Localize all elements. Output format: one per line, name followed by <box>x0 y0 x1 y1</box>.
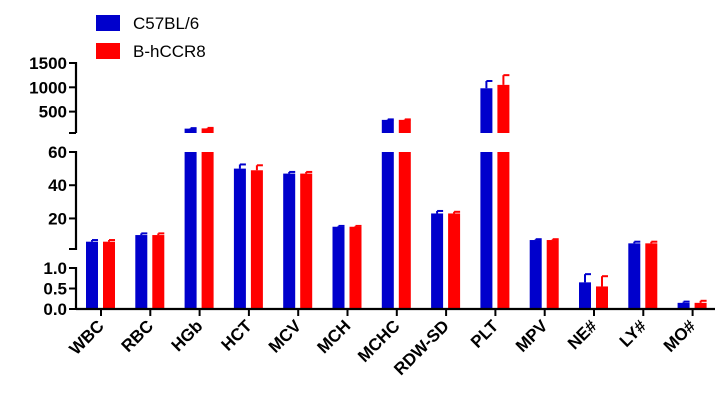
legend: C57BL/6 B-hCCR8 <box>96 14 206 61</box>
y-tick-label-1-1: 40 <box>48 176 67 195</box>
bar-HCT-0 <box>233 168 246 309</box>
bar-WBC-0 <box>86 241 98 309</box>
error-bar-MCV-0 <box>288 170 296 174</box>
error-bar-RDW-SD-1 <box>453 210 461 214</box>
error-bar-MCH-0 <box>337 224 345 227</box>
error-bar-WBC-0 <box>91 239 98 242</box>
bar-WBC-1 <box>103 241 115 309</box>
error-bar-LY#-1 <box>650 240 658 244</box>
error-bar-LY#-0 <box>633 240 641 244</box>
y-tick-label-0-1: 0.5 <box>43 280 67 299</box>
legend-label-0: C57BL/6 <box>133 14 199 33</box>
bar-MO#-1 <box>694 302 707 309</box>
y-axis: 0.00.5 1.0 20 40 60 500 1000 1500 <box>29 54 82 319</box>
bar-HCT-1 <box>250 170 263 309</box>
y-tick-label-2-0: 500 <box>39 103 67 122</box>
bar-MO#-0 <box>677 302 690 309</box>
bar-HGb-0 <box>184 128 197 309</box>
x-tick-label-RBC: RBC <box>118 316 157 355</box>
bar-RBC-0 <box>135 235 148 309</box>
bar-NE#-1 <box>596 286 608 309</box>
bar-MPV-1 <box>546 240 559 309</box>
bar-MPV-0 <box>529 240 542 309</box>
error-bar-HCT-0 <box>238 163 246 169</box>
bar-PLT-0 <box>480 88 493 309</box>
error-bar-MO#-1 <box>699 299 707 303</box>
y-tick-label-0-2: 1.0 <box>43 259 67 278</box>
y-tick-label-1-0: 20 <box>48 209 67 228</box>
bar-RDW-SD-1 <box>448 213 461 309</box>
y-tick-label-2-2: 1500 <box>29 54 67 73</box>
x-tick-label-PLT: PLT <box>467 316 503 352</box>
error-bar-WBC-1 <box>108 239 115 242</box>
y-tick-label-1-2: 60 <box>48 143 67 162</box>
x-tick-label-NE#: NE# <box>564 316 601 353</box>
bar-HGb-1 <box>201 128 214 309</box>
x-tick-label-LY#: LY# <box>616 316 651 351</box>
bar-RBC-1 <box>152 235 165 309</box>
error-bar-MCV-1 <box>305 170 313 174</box>
x-tick-label-MPV: MPV <box>512 316 552 356</box>
bar-MCH-1 <box>349 226 362 309</box>
bar-MCH-0 <box>332 226 345 309</box>
x-tick-label-MO#: MO# <box>660 316 700 356</box>
bar-RDW-SD-0 <box>431 213 444 309</box>
bar-MCHC-1 <box>398 119 411 309</box>
bar-PLT-1 <box>497 84 510 309</box>
error-bar-MCH-1 <box>354 224 362 227</box>
x-tick-label-MCH: MCH <box>314 316 355 357</box>
error-bar-RDW-SD-0 <box>436 209 444 214</box>
error-bar-RBC-0 <box>140 232 148 236</box>
error-bar-RBC-1 <box>157 232 165 236</box>
error-bar-MO#-0 <box>682 300 690 303</box>
y-tick-label-2-1: 1000 <box>29 78 67 97</box>
bar-NE#-0 <box>579 282 591 309</box>
x-tick-label-HCT: HCT <box>218 316 257 355</box>
error-bar-HCT-1 <box>255 164 263 171</box>
y-tick-label-0-0: 0.0 <box>43 300 67 319</box>
error-bar-PLT-0 <box>485 79 493 89</box>
legend-label-1: B-hCCR8 <box>133 42 206 61</box>
bar-MCV-0 <box>283 173 296 309</box>
bar-MCHC-0 <box>381 119 394 309</box>
bar-LY#-0 <box>628 243 641 309</box>
legend-item-0: C57BL/6 <box>96 14 199 33</box>
bars-layer <box>86 74 707 309</box>
error-bar-MPV-1 <box>551 238 559 241</box>
x-tick-label-WBC: WBC <box>66 316 108 358</box>
error-bar-NE#-1 <box>601 275 608 287</box>
error-bar-PLT-1 <box>502 74 510 85</box>
legend-swatch-1 <box>96 43 120 59</box>
x-tick-label-MCV: MCV <box>265 316 306 357</box>
bar-LY#-1 <box>645 243 658 309</box>
x-tick-label-HGb: HGb <box>168 316 207 355</box>
error-bar-MPV-0 <box>534 238 542 241</box>
legend-swatch-0 <box>96 15 120 31</box>
error-bar-NE#-0 <box>584 273 591 283</box>
x-tick-label-RDW-SD: RDW-SD <box>390 316 453 379</box>
bar-MCV-1 <box>300 173 313 309</box>
legend-item-1: B-hCCR8 <box>96 42 206 61</box>
